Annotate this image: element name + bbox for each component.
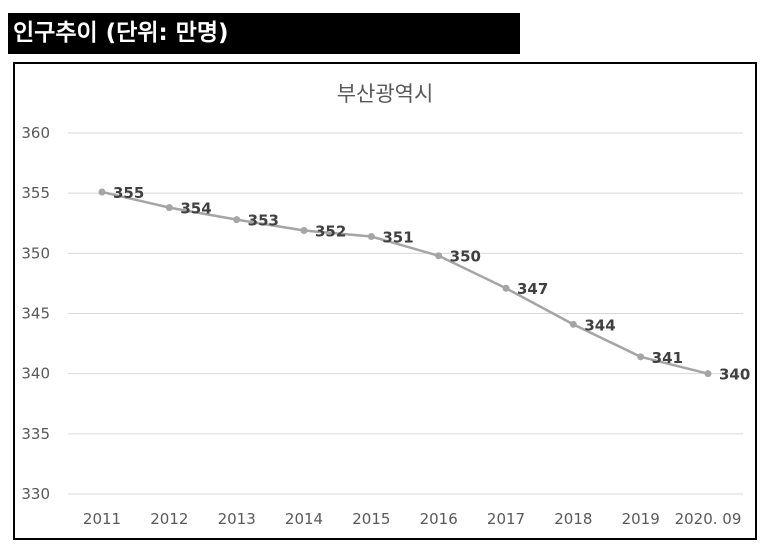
page-title: 인구추이 (단위: 만명) bbox=[8, 13, 520, 54]
x-tick-label: 2019 bbox=[622, 510, 660, 528]
gridlines bbox=[68, 132, 743, 495]
data-label: 340 bbox=[719, 366, 750, 384]
x-axis-ticks: 2011 2012 2013 2014 2015 2016 2017 2018 2019 2020… bbox=[83, 510, 741, 528]
data-point bbox=[637, 353, 645, 361]
data-label: 355 bbox=[113, 184, 144, 202]
x-tick-label: 2016 bbox=[420, 510, 458, 528]
chart-title: 부산광역시 bbox=[337, 82, 434, 106]
y-tick-label: 345 bbox=[21, 305, 50, 323]
data-point bbox=[367, 232, 375, 240]
data-label: 344 bbox=[584, 316, 615, 334]
series-line bbox=[101, 190, 709, 375]
y-tick-label: 335 bbox=[21, 425, 50, 443]
data-label: 347 bbox=[517, 280, 548, 298]
data-point bbox=[435, 252, 443, 260]
chart-frame bbox=[13, 62, 757, 540]
data-label: 351 bbox=[382, 228, 413, 246]
data-label: 352 bbox=[315, 222, 346, 240]
data-point bbox=[704, 370, 712, 378]
data-point bbox=[569, 320, 577, 328]
x-tick-label: 2020. 09 bbox=[675, 510, 742, 528]
data-labels: 355 354 353 352 351 350 347 344 341 340 bbox=[113, 184, 750, 384]
y-axis-ticks: 360 355 350 345 340 335 330 bbox=[21, 124, 50, 503]
data-point bbox=[165, 204, 173, 212]
y-tick-label: 330 bbox=[21, 485, 50, 503]
x-tick-label: 2017 bbox=[487, 510, 525, 528]
data-point bbox=[502, 284, 510, 292]
data-point bbox=[98, 188, 106, 196]
data-label: 354 bbox=[180, 200, 211, 218]
x-tick-label: 2015 bbox=[352, 510, 390, 528]
y-tick-label: 355 bbox=[21, 184, 50, 202]
data-label: 350 bbox=[450, 248, 481, 266]
data-label: 353 bbox=[248, 212, 279, 230]
y-tick-label: 340 bbox=[21, 365, 50, 383]
data-point bbox=[300, 226, 308, 234]
x-tick-label: 2012 bbox=[150, 510, 188, 528]
x-tick-label: 2014 bbox=[285, 510, 323, 528]
x-tick-label: 2018 bbox=[554, 510, 592, 528]
y-tick-label: 350 bbox=[21, 244, 50, 262]
x-tick-label: 2013 bbox=[218, 510, 256, 528]
data-point bbox=[233, 216, 241, 224]
series bbox=[98, 188, 712, 378]
data-label: 341 bbox=[652, 349, 683, 367]
y-tick-label: 360 bbox=[21, 124, 50, 142]
x-tick-label: 2011 bbox=[83, 510, 121, 528]
